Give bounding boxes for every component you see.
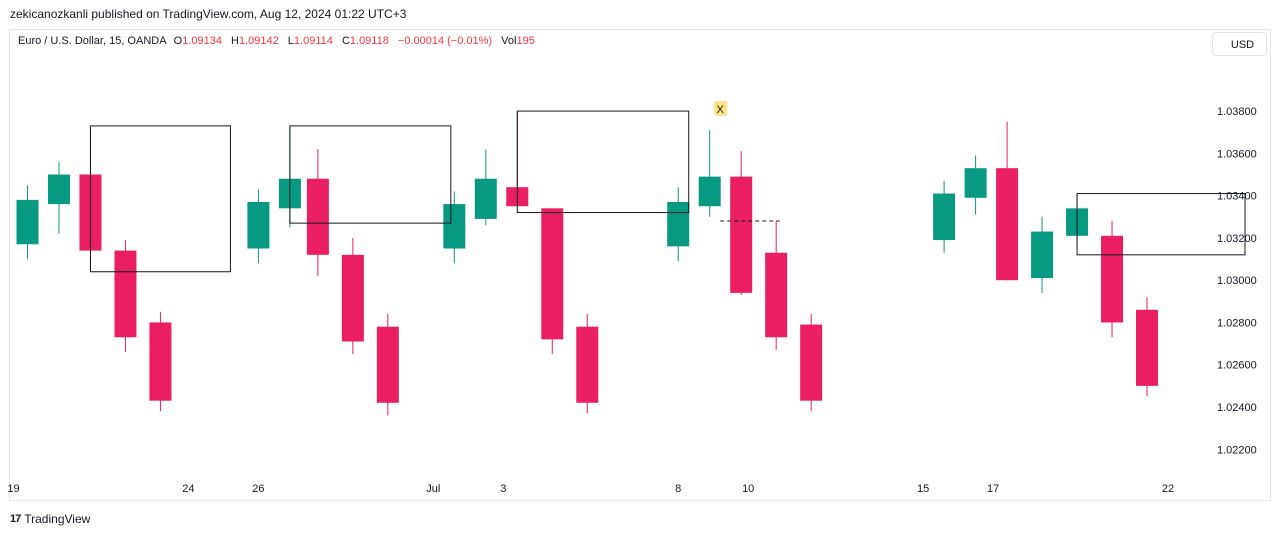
marker-label: X bbox=[717, 104, 725, 116]
zone-rectangle[interactable] bbox=[516, 110, 690, 214]
brand-name: TradingView bbox=[24, 512, 91, 526]
symbol-legend: Euro / U.S. Dollar, 15, OANDA O1.09134 H… bbox=[18, 35, 541, 47]
low-label: L bbox=[287, 35, 294, 47]
symbol-name[interactable]: Euro / U.S. Dollar, 15, OANDA bbox=[18, 35, 167, 47]
zone-rectangle[interactable] bbox=[1076, 193, 1246, 256]
close-label: C bbox=[341, 35, 350, 47]
volume-value: 195 bbox=[516, 35, 535, 47]
change-value: −0.00014 (−0.01%) bbox=[397, 35, 493, 47]
y-tick-label: 1.02200 bbox=[1217, 444, 1257, 456]
x-tick-label: 15 bbox=[917, 483, 929, 495]
x-tick-label: 24 bbox=[182, 483, 194, 495]
open-value: 1.09134 bbox=[182, 35, 222, 47]
x-tick-label: 17 bbox=[987, 483, 999, 495]
open-label: O bbox=[173, 35, 183, 47]
y-tick-label: 1.02400 bbox=[1217, 402, 1257, 414]
y-tick-label: 1.02600 bbox=[1217, 360, 1257, 372]
candle-body[interactable] bbox=[996, 168, 1019, 281]
candle-body[interactable] bbox=[443, 204, 466, 249]
candle-body[interactable] bbox=[1031, 231, 1054, 279]
candle-body[interactable] bbox=[1101, 235, 1124, 323]
x-tick-label: 8 bbox=[675, 483, 681, 495]
y-tick-label: 1.03400 bbox=[1217, 191, 1257, 203]
marker-badge[interactable] bbox=[714, 100, 728, 116]
candle-body[interactable] bbox=[800, 324, 823, 401]
candle-body[interactable] bbox=[47, 174, 70, 205]
candle-body[interactable] bbox=[698, 176, 721, 207]
y-tick-label: 1.03000 bbox=[1217, 275, 1257, 287]
volume-label: Vol bbox=[501, 35, 517, 47]
zone-rectangle[interactable] bbox=[89, 125, 231, 273]
y-tick-label: 1.02800 bbox=[1217, 317, 1257, 329]
candle-body[interactable] bbox=[541, 208, 564, 340]
zone-rectangle[interactable] bbox=[289, 125, 452, 224]
publish-caption: zekicanozkanli published on TradingView.… bbox=[10, 7, 407, 21]
candle-body[interactable] bbox=[149, 322, 172, 401]
candle-body[interactable] bbox=[667, 201, 690, 247]
x-tick-label: 3 bbox=[500, 483, 506, 495]
low-value: 1.09114 bbox=[293, 35, 333, 47]
chart-frame[interactable] bbox=[9, 29, 1271, 501]
candle-body[interactable] bbox=[376, 326, 399, 403]
close-value: 1.09118 bbox=[349, 35, 389, 47]
x-tick-label: 19 bbox=[7, 483, 19, 495]
candle-body[interactable] bbox=[114, 250, 137, 338]
y-tick-label: 1.03200 bbox=[1217, 233, 1257, 245]
y-tick-label: 1.03600 bbox=[1217, 148, 1257, 160]
currency-button[interactable]: USD bbox=[1212, 32, 1267, 56]
candle-body[interactable] bbox=[16, 199, 39, 245]
candle-body[interactable] bbox=[1136, 309, 1159, 386]
candle-body[interactable] bbox=[306, 178, 329, 255]
x-tick-label: 22 bbox=[1162, 483, 1174, 495]
candle-body[interactable] bbox=[730, 176, 753, 293]
high-value: 1.09142 bbox=[238, 35, 279, 47]
candle-body[interactable] bbox=[576, 326, 599, 403]
candle-body[interactable] bbox=[474, 178, 497, 219]
candle-body[interactable] bbox=[933, 193, 956, 241]
tradingview-logo-icon[interactable]: 17 bbox=[10, 513, 21, 525]
candle-body[interactable] bbox=[247, 201, 270, 249]
high-label: H bbox=[231, 35, 239, 47]
candle-body[interactable] bbox=[964, 168, 987, 198]
footer: 17 TradingView bbox=[10, 512, 90, 526]
x-tick-label: 26 bbox=[252, 483, 264, 495]
candle-body[interactable] bbox=[341, 254, 364, 342]
x-tick-label: 10 bbox=[742, 483, 754, 495]
candle-body[interactable] bbox=[765, 252, 788, 338]
x-tick-label: Jul bbox=[426, 483, 440, 495]
y-tick-label: 1.03800 bbox=[1217, 106, 1257, 118]
